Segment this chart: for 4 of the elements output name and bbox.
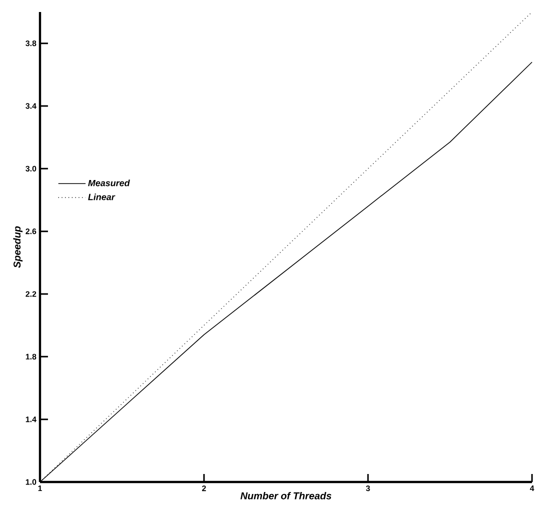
legend-label: Measured: [88, 180, 130, 186]
y-axis-title: Speedup: [13, 226, 23, 268]
legend-label: Linear: [88, 194, 116, 200]
x-axis-title: Number of Threads: [240, 492, 332, 500]
